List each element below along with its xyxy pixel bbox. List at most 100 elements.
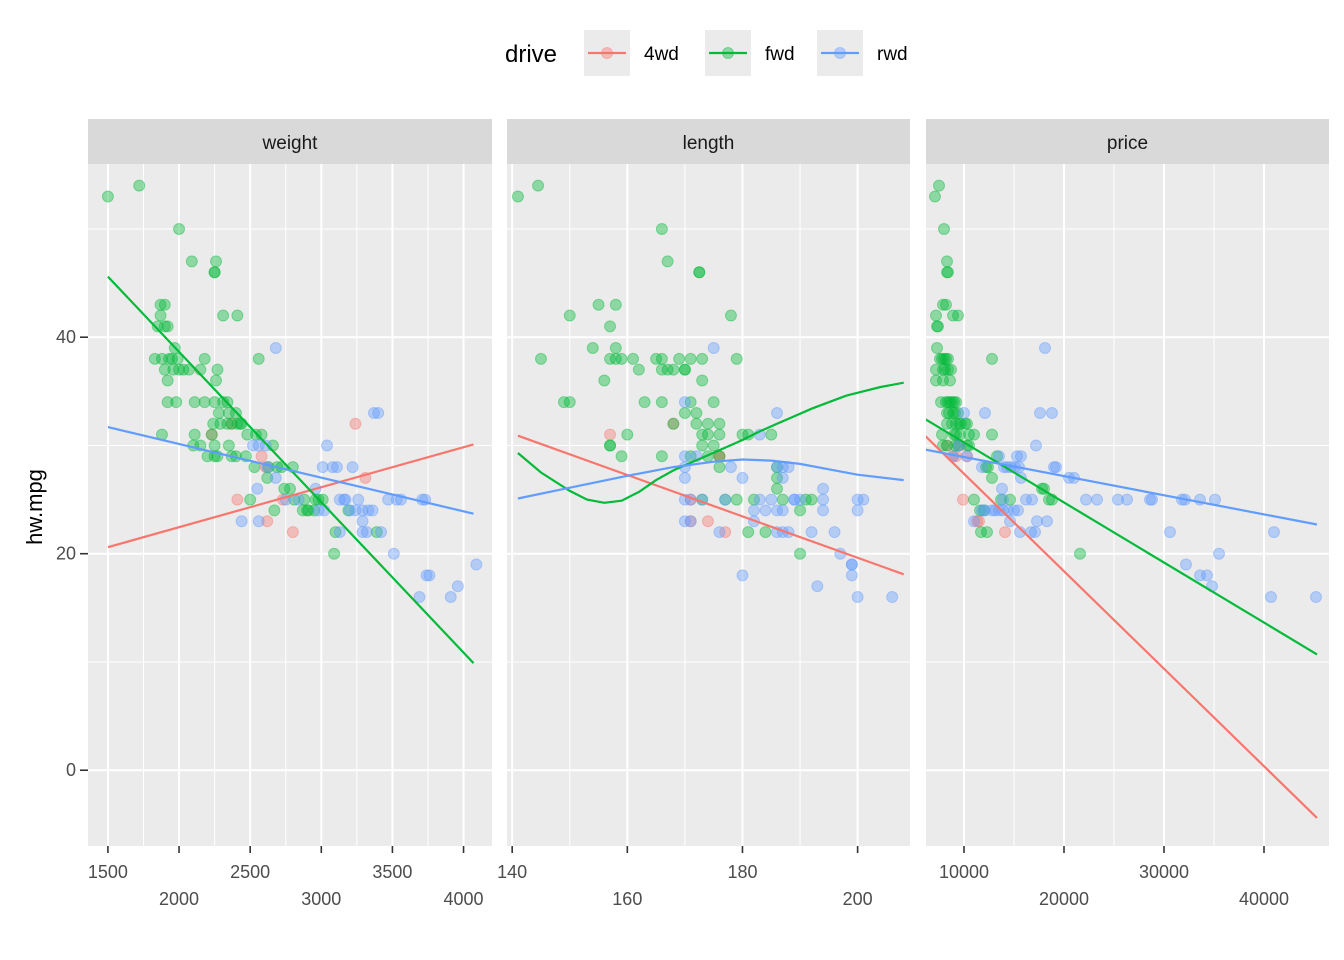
data-point-fwd [794,547,807,560]
data-point-fwd [938,352,950,365]
legend-entry-rwd: rwd [817,30,908,76]
data-point-fwd [944,396,956,409]
data-point-fwd [598,374,611,387]
data-point-fwd [678,363,691,376]
panel-background [926,164,1329,846]
data-point-fwd [329,526,342,539]
data-point-fwd [941,266,953,279]
data-point-fwd [776,493,789,506]
points-rwd [678,342,899,604]
data-point-rwd [1050,461,1062,474]
data-point-rwd [771,504,784,517]
fit-line-4wd [107,443,474,549]
data-point-fwd [301,504,314,517]
data-point-rwd [330,461,343,474]
data-point-fwd [532,179,545,192]
data-point-rwd [851,504,864,517]
y-tick-label: 40 [56,327,76,347]
data-point-fwd [604,352,617,365]
data-point-4wd [205,428,218,441]
data-point-fwd [328,547,341,560]
data-point-4wd [973,515,985,528]
data-point-rwd [372,406,385,419]
x-tick-label: 40000 [1239,889,1289,909]
data-point-fwd [730,493,743,506]
data-point-fwd [948,396,960,409]
data-point-fwd [211,363,224,376]
fit-line-4wd [926,435,1318,819]
data-point-fwd [261,471,274,484]
data-point-fwd [940,352,952,365]
data-point-fwd [943,406,955,419]
data-point-rwd [845,558,858,571]
data-point-rwd [828,526,841,539]
data-point-fwd [101,190,114,203]
data-point-fwd [981,526,993,539]
data-point-fwd [133,179,146,192]
data-point-fwd [944,374,956,387]
data-point-rwd [976,504,988,517]
data-point-rwd [968,515,980,528]
data-point-rwd [851,493,864,506]
data-point-fwd [655,352,668,365]
data-point-fwd [370,526,383,539]
data-point-fwd [942,363,954,376]
data-point-rwd [1014,526,1026,539]
data-point-4wd [349,417,362,430]
points-4wd [205,417,372,539]
data-point-rwd [678,515,691,528]
data-point-rwd [235,515,248,528]
data-point-fwd [342,504,355,517]
data-point-rwd [1201,569,1213,582]
data-point-fwd [221,417,234,430]
data-point-fwd [690,417,703,430]
data-point-rwd [1026,493,1038,506]
data-point-fwd [173,222,186,235]
data-point-rwd [805,526,818,539]
legend-title: drive [505,41,557,68]
data-point-fwd [771,482,784,495]
data-point-fwd [794,504,807,517]
fit-line-rwd [517,458,904,500]
data-point-fwd [177,363,190,376]
data-point-fwd [217,309,230,322]
data-point-rwd [993,450,1005,463]
data-point-rwd [252,515,265,528]
y-tick-label: 0 [66,760,76,780]
x-tick-label: 20000 [1039,889,1089,909]
data-point-rwd [776,471,789,484]
data-point-fwd [678,406,691,419]
strip-label-length: length [683,133,735,154]
data-point-fwd [198,396,211,409]
data-point-rwd [678,396,691,409]
data-point-fwd [252,352,265,365]
panel-length: length 140 160 180 200 [497,119,910,909]
data-point-rwd [736,471,749,484]
data-point-rwd [845,569,858,582]
data-point-rwd [312,504,325,517]
data-point-fwd [534,352,547,365]
data-point-rwd [707,342,720,355]
data-point-rwd [366,504,379,517]
data-point-fwd [217,396,230,409]
data-point-fwd [655,222,668,235]
data-point-rwd [269,471,282,484]
data-point-rwd [1310,591,1322,604]
data-point-fwd [148,352,161,365]
data-point-fwd [968,493,980,506]
data-point-rwd [996,482,1008,495]
data-point-fwd [210,374,223,387]
data-point-rwd [444,591,457,604]
data-point-fwd [939,363,951,376]
data-point-rwd [753,493,766,506]
data-point-fwd [609,342,622,355]
data-point-rwd [333,493,346,506]
data-point-4wd [225,417,238,430]
data-point-rwd [976,461,988,474]
data-point-rwd [343,504,356,517]
data-point-fwd [930,374,942,387]
data-point-fwd [696,439,709,452]
legend-key-point [722,47,734,59]
x-tick-label: 2500 [230,862,270,882]
